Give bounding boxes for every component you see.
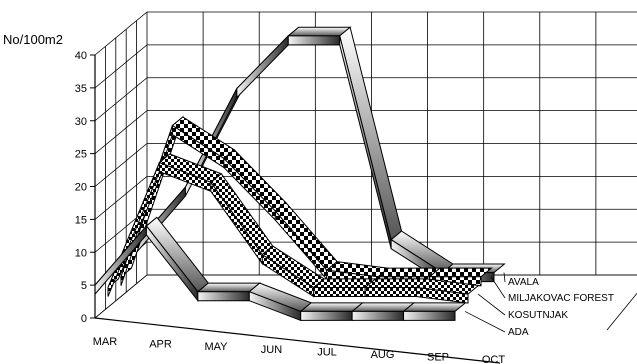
x-tick-label: JUL: [317, 346, 337, 358]
y-tick-label: 20: [75, 182, 87, 194]
y-tick-label: 15: [75, 214, 87, 226]
y-tick-label: 10: [75, 247, 87, 259]
ribbon-segment-front: [339, 35, 392, 249]
series-avala: AVALA: [133, 26, 539, 288]
series-label: AVALA: [508, 277, 539, 288]
y-tick-label: 35: [75, 83, 87, 95]
y-tick-label: 5: [81, 280, 87, 292]
ribbon-segment-front: [197, 291, 250, 302]
grid-line-side: [94, 110, 148, 154]
ribbon-segment-top: [402, 302, 467, 312]
ribbon-segment-front: [351, 310, 405, 321]
x-tick-label: MAR: [93, 336, 118, 348]
series-label: ADA: [508, 327, 529, 338]
series-label-leader: [477, 293, 506, 316]
ribbon-segment-front: [403, 310, 456, 321]
x-tick-label: AUG: [371, 349, 395, 361]
grid-line-side: [94, 44, 148, 89]
x-tick-label: JUN: [261, 344, 282, 356]
grid-line-side: [94, 176, 148, 220]
x-tick-label: SEP: [427, 352, 449, 364]
grid-line-side: [94, 143, 148, 187]
series-label-leader: [490, 276, 506, 299]
series-label: KOSUTNJAK: [508, 310, 568, 321]
ribbon-segment-front: [300, 310, 353, 321]
x-tick-label: OCT: [482, 354, 506, 364]
grid-line-side: [94, 11, 148, 56]
ribbon-segment-front: [364, 287, 418, 298]
y-tick-label: 40: [75, 50, 87, 62]
ribbon-segment-top: [428, 267, 493, 278]
ribbon-segment-front: [416, 286, 469, 304]
ribbon-segment-front: [313, 287, 366, 298]
series-label-leader: [464, 311, 506, 333]
series-ada: ADA: [94, 216, 529, 338]
ribbon-segment-front: [287, 35, 341, 46]
series-kosutnjak: KOSUTNJAK: [107, 153, 568, 321]
y-tick-label: 25: [75, 149, 87, 161]
grid-line-side: [94, 77, 148, 122]
series-label: MILJAKOVAC FOREST: [508, 293, 614, 304]
x-tick-label: APR: [149, 339, 172, 351]
ribbon-segment-top: [145, 216, 209, 293]
ribbon-segment-top: [339, 26, 403, 241]
x-tick-label: MAY: [204, 341, 228, 353]
y-tick-label: 30: [75, 116, 87, 128]
y-axis-title: No/100m2: [3, 32, 63, 47]
ribbons: AVALA MILJAKOVAC FOREST KOSUTNJAK ADA: [94, 26, 614, 338]
series-label-leader: [503, 272, 506, 283]
axes: 0 5 10 15 20 25 30 35 40 MAR APR MAY JUN JUL AUG SEP OCT: [75, 50, 506, 364]
x-axis-line: [94, 317, 501, 364]
y-tick-label: 0: [81, 313, 87, 325]
